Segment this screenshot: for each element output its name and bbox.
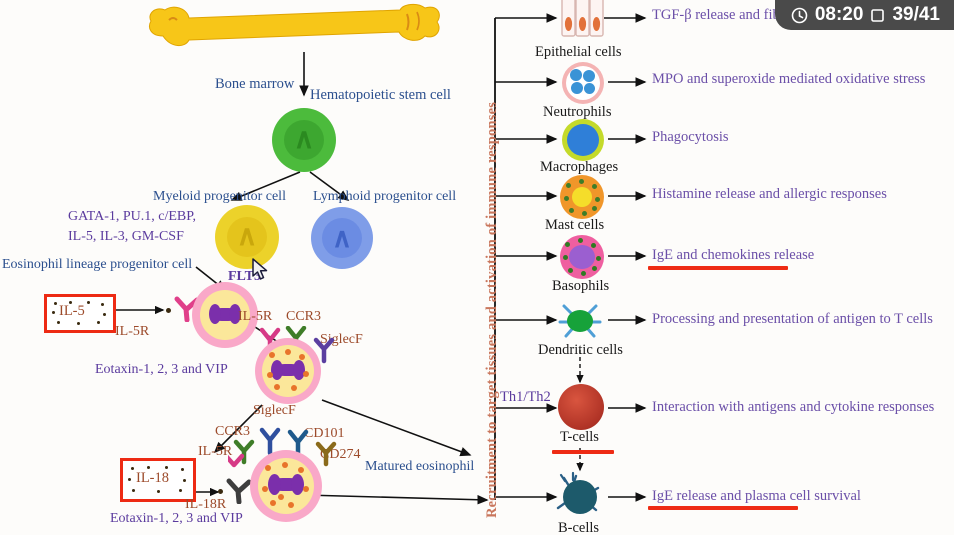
- eosinophil-lineage-progenitor-icon: [192, 282, 258, 348]
- bone-illustration: [149, 3, 440, 46]
- page-icon: [870, 8, 885, 23]
- cd101-label: CD101: [304, 426, 345, 441]
- page-counter: 39/41: [892, 4, 940, 25]
- bone-marrow-label: Bone marrow: [215, 76, 295, 92]
- il18-highlight-box: IL-18: [120, 458, 196, 502]
- mouse-cursor: [252, 258, 268, 280]
- t-cells-label: T-cells: [560, 429, 599, 445]
- il5r-label-upper: IL-5R: [115, 324, 150, 339]
- macrophage-icon: [562, 119, 604, 161]
- epithelial-cells-icon: [561, 0, 604, 37]
- b-cells-label: B-cells: [558, 520, 600, 535]
- hematopoietic-stem-cell-icon: ∧: [272, 108, 336, 172]
- il18-label: IL-18: [136, 470, 170, 486]
- lymphoid-progenitor-label: Lymphoid progenitor cell: [313, 189, 457, 204]
- t-cell-effect-label: Interaction with antigens and cytokine r…: [652, 399, 935, 415]
- siglecf-label-lower-top: SiglecF: [253, 403, 296, 418]
- transcription-factors-line-2: IL-5, IL-3, GM-CSF: [68, 229, 184, 244]
- th1-th2-label: Th1/Th2: [500, 389, 551, 405]
- il5-highlight-box: IL-5: [44, 294, 116, 333]
- t-cells-underline: [552, 450, 614, 454]
- mast-cell-effect-label: Histamine release and allergic responses: [652, 186, 887, 202]
- macrophage-effect-label: Phagocytosis: [652, 129, 729, 145]
- macrophages-label: Macrophages: [540, 159, 619, 175]
- video-progress-badge: 08:20 39/41: [774, 0, 954, 30]
- myeloid-progenitor-icon: ∧: [215, 205, 279, 269]
- b-cell-effect-label: IgE release and plasma cell survival: [652, 488, 861, 504]
- matured-eosinophil-icon: [250, 450, 322, 522]
- dendritic-cells-label: Dendritic cells: [538, 342, 623, 358]
- myeloid-progenitor-label: Myeloid progenitor cell: [153, 189, 286, 204]
- eosinophil-mid-icon: [255, 338, 321, 404]
- epithelial-effect-label: TGF-β release and fibrosis: [652, 7, 808, 23]
- eotaxin-label-top: Eotaxin-1, 2, 3 and VIP: [95, 362, 228, 377]
- lymphoid-progenitor-icon: ∧: [311, 207, 373, 269]
- basophil-effect-label: IgE and chemokines release: [652, 247, 815, 263]
- il5-label: IL-5: [59, 303, 85, 319]
- neutrophil-icon: [562, 62, 604, 104]
- il18r-receptor-icon: [226, 478, 252, 504]
- receptor-cluster-low: [228, 427, 337, 468]
- recruitment-vertical-label: Recruitment to target tissues and activa…: [484, 101, 500, 518]
- eotaxin-label-bottom: Eotaxin-1, 2, 3 and VIP: [110, 511, 243, 526]
- eosinophil-lineage-progenitor-label: Eosinophil lineage progenitor cell: [2, 257, 193, 272]
- matured-eosinophil-label: Matured eosinophil: [365, 459, 475, 474]
- dendritic-cell-icon: [558, 304, 602, 338]
- mast-cell-icon: [560, 175, 604, 219]
- dendritic-effect-label: Processing and presentation of antigen t…: [652, 311, 933, 327]
- ccr3-label-mid: CCR3: [286, 309, 322, 324]
- basophil-effect-underline: [648, 266, 788, 270]
- transcription-factors-line-1: GATA-1, PU.1, c/EBP,: [68, 209, 196, 224]
- hematopoietic-stem-cell-label: Hematopoietic stem cell: [310, 87, 451, 103]
- basophils-label: Basophils: [552, 278, 610, 294]
- il18r-label: IL-18R: [185, 497, 227, 512]
- il5r-label-mid: IL-5R: [238, 309, 273, 324]
- basophil-icon: [560, 235, 604, 279]
- neutrophil-effect-label: MPO and superoxide mediated oxidative st…: [652, 71, 926, 87]
- epithelial-cells-label: Epithelial cells: [535, 44, 622, 60]
- t-cell-icon: [558, 384, 604, 430]
- il5-ligand-dot: [166, 308, 171, 313]
- neutrophils-label: Neutrophils: [543, 104, 612, 120]
- clock-icon: [791, 7, 808, 24]
- b-cell-icon: [556, 471, 600, 514]
- il5r-label-low: IL-5R: [198, 444, 233, 459]
- mast-cells-label: Mast cells: [545, 217, 605, 233]
- elapsed-time: 08:20: [814, 4, 864, 25]
- ccr3-label-low: CCR3: [215, 424, 251, 439]
- b-cell-effect-underline: [648, 506, 798, 510]
- il18-ligand-dot: [218, 489, 223, 494]
